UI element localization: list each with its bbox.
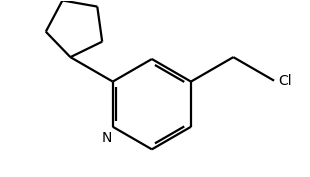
- Text: N: N: [101, 131, 112, 145]
- Text: Cl: Cl: [278, 74, 291, 88]
